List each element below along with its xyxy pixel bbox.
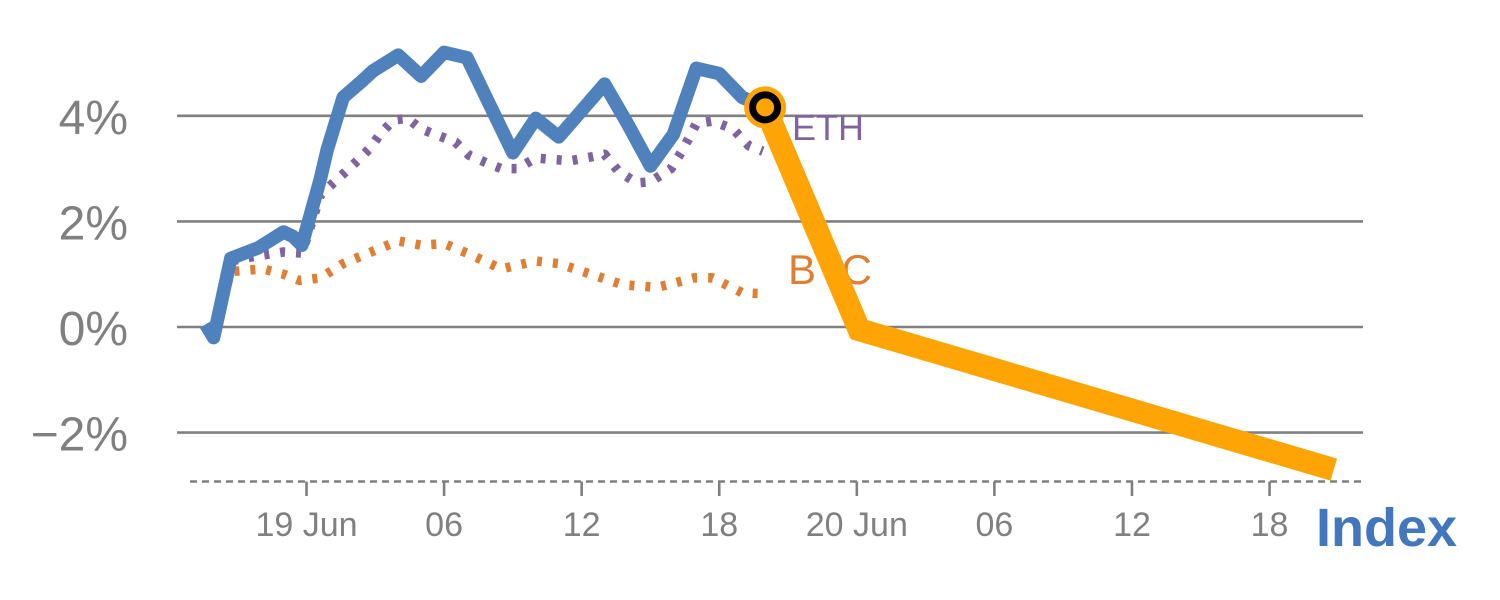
x-axis-label: 20 Jun (806, 506, 908, 544)
x-axis-label: 18 (700, 506, 738, 544)
y-axis-label: 4% (59, 92, 128, 145)
x-axis-label: 06 (425, 506, 463, 544)
x-axis (190, 480, 1365, 496)
x-axis-labels: 19 Jun 06 12 18 20 Jun 06 12 18 (255, 506, 1288, 544)
x-axis-label: 12 (1113, 506, 1151, 544)
eth-series-label: ETH (792, 107, 864, 148)
series-line-index-projection (754, 102, 1338, 481)
x-axis-label: 12 (563, 506, 601, 544)
highlight-marker (744, 86, 787, 129)
x-axis-label: 19 Jun (255, 506, 357, 544)
x-axis-label: 18 (1251, 506, 1289, 544)
series-lines (199, 45, 1338, 481)
series-line-btc (202, 236, 764, 340)
x-axis-label: 06 (975, 506, 1013, 544)
y-axis-labels: 4% 2% 0% −2% (31, 92, 128, 462)
y-axis-label: −2% (31, 409, 128, 462)
marker-ring (749, 91, 782, 124)
series-line-index (199, 45, 768, 345)
index-series-label: Index (1316, 498, 1457, 558)
y-axis-label: 2% (59, 197, 128, 250)
y-axis-label: 0% (59, 303, 128, 356)
